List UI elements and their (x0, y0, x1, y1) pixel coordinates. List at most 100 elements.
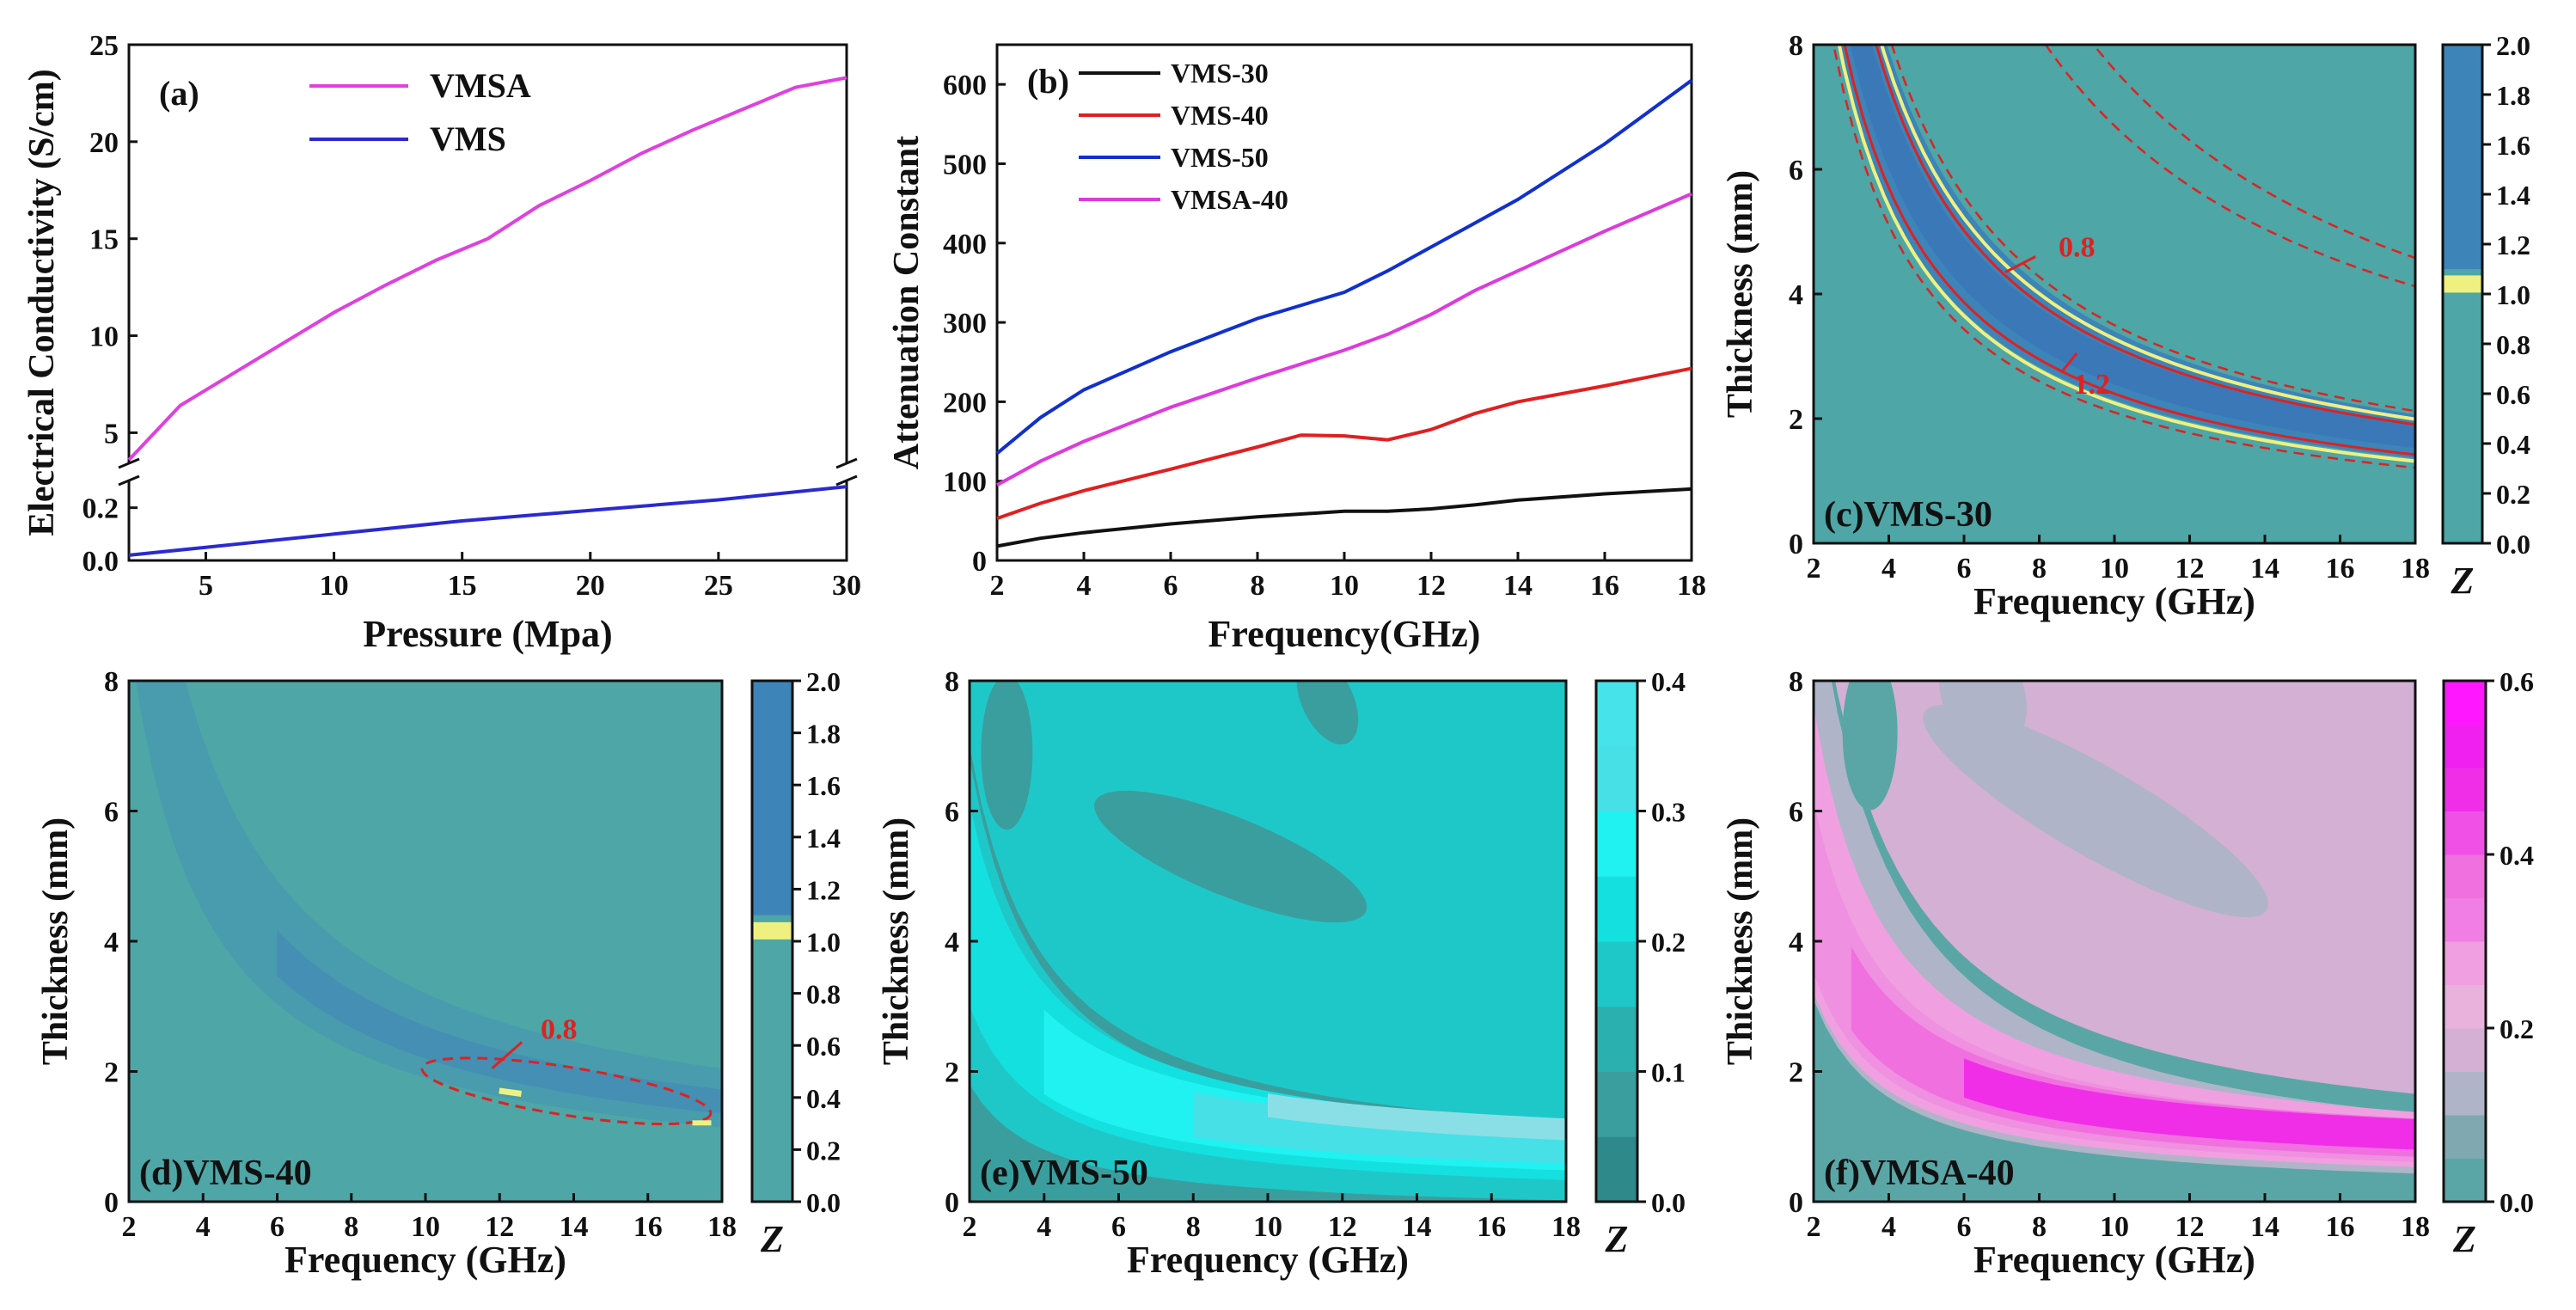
colorbar-tick-label: 2.0 (806, 666, 841, 697)
y-axis-title: Thickness (mm) (877, 817, 916, 1065)
series-line-vms-50 (995, 78, 1693, 455)
x-tick-label: 18 (1677, 570, 1706, 602)
colorbar-tick-label: 1.6 (2496, 130, 2530, 161)
annotation-leader (491, 1041, 523, 1069)
plot-frame-upper (127, 43, 848, 464)
colorbar-tick-label: 0.4 (2500, 840, 2534, 871)
colorbar-step (1596, 1006, 1637, 1072)
colorbar-tick-label: 0.6 (2500, 666, 2534, 697)
x-axis-title: Frequency (GHz) (1973, 580, 2255, 622)
colorbar-step (2444, 854, 2486, 898)
x-tick-label: 15 (448, 570, 477, 602)
colorbar-tick-label: 0.2 (2500, 1013, 2534, 1044)
colorbar-step (2444, 1028, 2486, 1072)
x-axis-title: Frequency (GHz) (285, 1239, 566, 1281)
colorbar-tick-label: 0.2 (2496, 479, 2530, 510)
x-tick-label: 18 (1551, 1211, 1581, 1243)
x-tick-label: 12 (2175, 1211, 2205, 1243)
contour-1.0-lower (1837, 45, 2415, 463)
x-tick-label: 2 (963, 1211, 977, 1243)
colorbar-frame (2442, 679, 2487, 1203)
contour-1.0-spot (692, 1120, 712, 1126)
x-tick-label: 4 (1077, 570, 1092, 602)
x-tick-label: 30 (832, 570, 861, 602)
colorbar: 0.0 0.2 0.4 0.6 0.8 1.0 1.2 1.4 1.6 1.8 2.0 Z (2441, 30, 2530, 602)
colorbar-tick-label: 1.8 (806, 719, 841, 750)
series-line-vms-40 (996, 366, 1692, 520)
x-tick-label: 12 (2175, 553, 2205, 585)
x-tick-label: 25 (704, 570, 733, 602)
x-tick-label: 12 (1328, 1211, 1357, 1243)
level-low-island (1842, 681, 1898, 811)
x-tick-label: 8 (2032, 553, 2047, 585)
x-tick-label: 8 (1186, 1211, 1201, 1243)
colorbar-tick-label: 0.4 (806, 1083, 841, 1114)
colorbar-tick-label: 0.6 (806, 1031, 841, 1062)
x-tick-label: 6 (1111, 1211, 1126, 1243)
y-tick-label: 8 (1789, 666, 1803, 698)
y-axis-title: Attenuation Constant (887, 136, 927, 470)
level-low-island (1938, 681, 2027, 752)
legend-label-vmsa: VMSA (430, 66, 531, 105)
y-tick-label: 500 (943, 149, 987, 181)
y-tick-label: 10 (89, 321, 119, 353)
contour-0.8-inner (1832, 45, 2415, 469)
contour-0.8 (420, 1056, 713, 1126)
x-tick-label: 2 (1807, 553, 1821, 585)
annotation-1.2: 1.2 (2074, 369, 2111, 401)
y-tick-label: 4 (104, 927, 119, 958)
y-tick-label: 2 (104, 1057, 119, 1089)
colorbar-step (2444, 681, 2486, 725)
x-tick-label: 12 (1416, 570, 1446, 602)
x-tick-label: 5 (199, 570, 213, 602)
y-tick-label: 0 (1789, 529, 1803, 560)
colorbar-tick-label: 0.6 (2496, 379, 2530, 410)
level-low-island (981, 681, 1033, 830)
x-tick-label: 4 (1882, 553, 1896, 585)
axis-break-mark (118, 457, 140, 469)
colorbar-tick-label: 0.2 (806, 1135, 841, 1166)
x-tick-label: 10 (2100, 553, 2129, 585)
panel-label: (a) (159, 74, 199, 113)
colorbar-tick-label: 0.8 (2496, 329, 2530, 360)
annotation-0.8: 0.8 (541, 1014, 578, 1046)
colorbar-tick-label: 0.3 (1651, 797, 1686, 828)
colorbar-tick-label: 0.0 (1651, 1187, 1686, 1218)
x-tick-label: 8 (344, 1211, 358, 1243)
x-tick-label: 4 (1037, 1211, 1051, 1243)
colorbar-tick-label: 1.4 (806, 823, 841, 854)
x-tick-label: 6 (1164, 570, 1178, 602)
colorbar-tick-label: 1.2 (2496, 230, 2530, 260)
legend-label-vms-40: VMS-40 (1171, 100, 1269, 131)
colorbar-tick-label: 1.0 (2496, 279, 2530, 310)
annotation-0.8: 0.8 (2059, 232, 2096, 264)
series-line-vms (128, 485, 847, 557)
colorbar-tick-label: 0.0 (2500, 1187, 2534, 1218)
heatmap-body (1814, 681, 2415, 1202)
y-tick-label: 5 (104, 418, 119, 450)
colorbar-label: Z (2451, 560, 2475, 602)
x-tick-label: 10 (2100, 1211, 2129, 1243)
panel-label: (b) (1027, 62, 1069, 101)
colorbar-step (2444, 811, 2486, 855)
x-tick-label: 4 (196, 1211, 211, 1243)
x-tick-label: 18 (2401, 1211, 2430, 1243)
series-line-vmsa (127, 76, 847, 462)
y-tick-label: 8 (1789, 30, 1803, 62)
y-tick-label: 4 (1789, 927, 1803, 958)
x-tick-label: 16 (2326, 1211, 2355, 1243)
y-tick-label: 20 (89, 127, 119, 159)
colorbar-step (2444, 984, 2486, 1029)
x-tick-label: 10 (1253, 1211, 1282, 1243)
x-tick-label: 6 (1957, 553, 1972, 585)
x-tick-label: 16 (633, 1211, 663, 1243)
contour-0.8-far (2092, 45, 2415, 260)
panel-label: (c)VMS-30 (1824, 495, 1992, 535)
y-tick-label: 600 (943, 70, 987, 101)
colorbar-label: Z (2452, 1218, 2476, 1260)
colorbar-tick-label: 1.2 (806, 874, 841, 905)
panel-label: (d)VMS-40 (139, 1154, 312, 1193)
